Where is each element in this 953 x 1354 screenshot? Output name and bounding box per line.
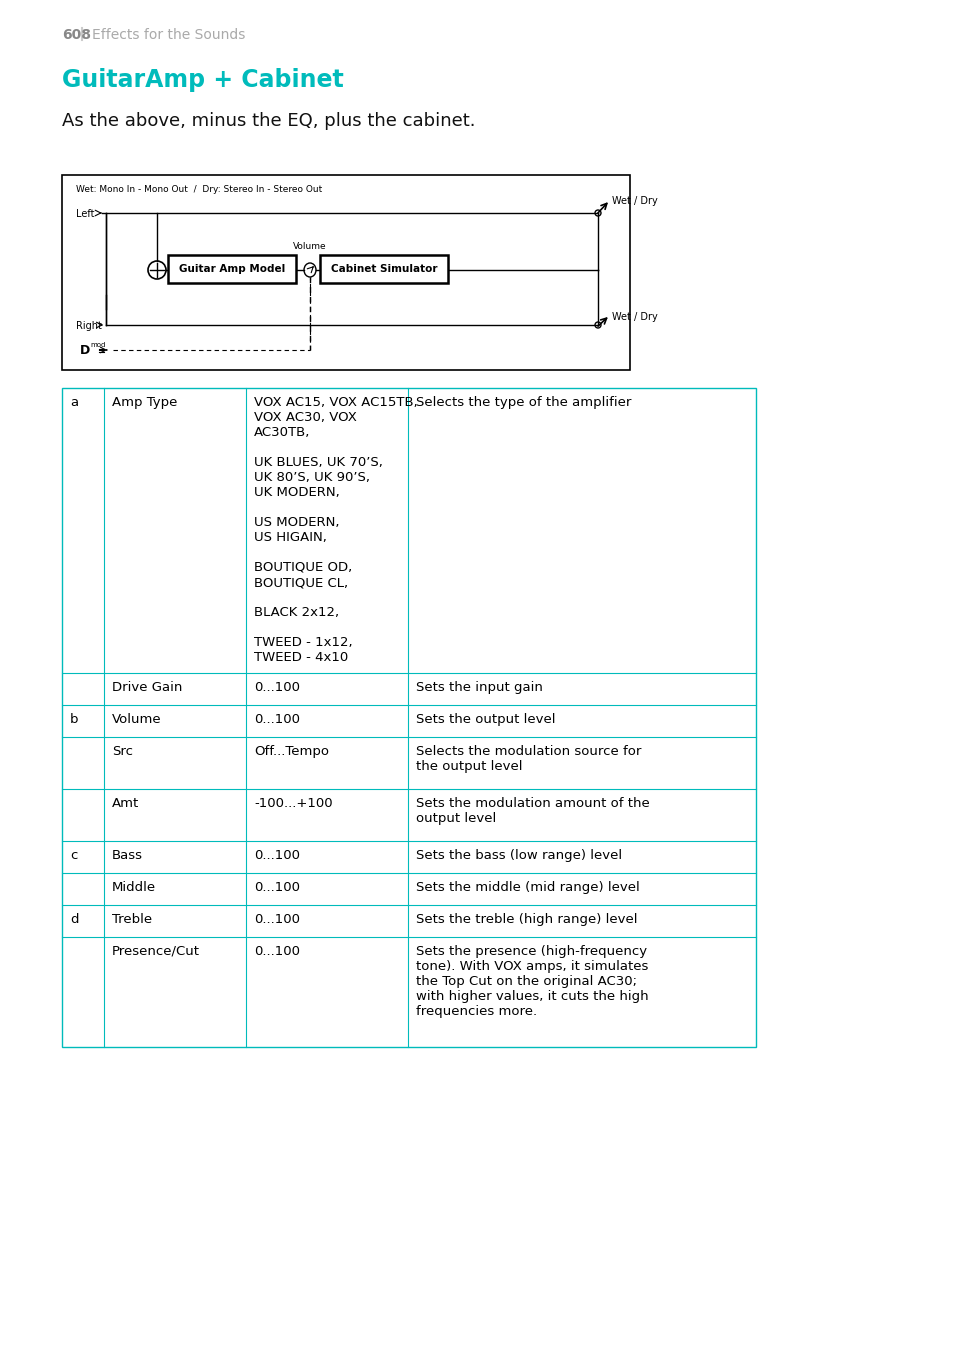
Text: a: a [70, 395, 78, 409]
Text: VOX AC15, VOX AC15TB,
VOX AC30, VOX
AC30TB,

UK BLUES, UK 70’S,
UK 80’S, UK 90’S: VOX AC15, VOX AC15TB, VOX AC30, VOX AC30… [253, 395, 417, 663]
Text: Volume: Volume [112, 714, 161, 726]
Text: GuitarAmp + Cabinet: GuitarAmp + Cabinet [62, 68, 343, 92]
Text: Bass: Bass [112, 849, 143, 862]
Text: Cabinet Simulator: Cabinet Simulator [331, 264, 436, 274]
Bar [62, 175, 629, 370]
Bar [168, 255, 295, 283]
Text: b: b [70, 714, 78, 726]
Text: Treble: Treble [112, 913, 152, 926]
Text: -100...+100: -100...+100 [253, 798, 333, 810]
Text: Amp Type: Amp Type [112, 395, 177, 409]
Text: Left: Left [76, 209, 94, 219]
Text: Drive Gain: Drive Gain [112, 681, 182, 695]
Text: 0...100: 0...100 [253, 913, 299, 926]
Text: Wet / Dry: Wet / Dry [612, 196, 657, 206]
Text: 0...100: 0...100 [253, 881, 299, 894]
Text: Wet: Mono In - Mono Out  /  Dry: Stereo In - Stereo Out: Wet: Mono In - Mono Out / Dry: Stereo In… [76, 185, 322, 194]
Text: Sets the treble (high range) level: Sets the treble (high range) level [416, 913, 637, 926]
Text: Selects the type of the amplifier: Selects the type of the amplifier [416, 395, 631, 409]
Text: Volume: Volume [293, 242, 327, 250]
Text: Off...Tempo: Off...Tempo [253, 745, 329, 758]
Text: Sets the output level: Sets the output level [416, 714, 555, 726]
Text: Amt: Amt [112, 798, 139, 810]
Bar [62, 389, 755, 1047]
Text: Sets the modulation amount of the
output level: Sets the modulation amount of the output… [416, 798, 649, 825]
Text: Sets the input gain: Sets the input gain [416, 681, 542, 695]
Text: Wet / Dry: Wet / Dry [612, 311, 657, 322]
Text: Sets the bass (low range) level: Sets the bass (low range) level [416, 849, 621, 862]
Text: Selects the modulation source for
the output level: Selects the modulation source for the ou… [416, 745, 640, 773]
Text: Presence/Cut: Presence/Cut [112, 945, 200, 959]
Text: Src: Src [112, 745, 132, 758]
Text: Right: Right [76, 321, 102, 330]
Text: 0...100: 0...100 [253, 849, 299, 862]
Text: d: d [70, 913, 78, 926]
Text: 0...100: 0...100 [253, 945, 299, 959]
Text: Guitar Amp Model: Guitar Amp Model [178, 264, 285, 274]
Text: Middle: Middle [112, 881, 156, 894]
Text: Sets the presence (high-frequency
tone). With VOX amps, it simulates
the Top Cut: Sets the presence (high-frequency tone).… [416, 945, 648, 1018]
Text: mod: mod [90, 343, 105, 348]
Text: 608: 608 [62, 28, 91, 42]
Text: c: c [70, 849, 77, 862]
Text: 0...100: 0...100 [253, 714, 299, 726]
Bar [319, 255, 448, 283]
Text: 0...100: 0...100 [253, 681, 299, 695]
Text: Sets the middle (mid range) level: Sets the middle (mid range) level [416, 881, 639, 894]
Text: As the above, minus the EQ, plus the cabinet.: As the above, minus the EQ, plus the cab… [62, 112, 475, 130]
Text: Effects for the Sounds: Effects for the Sounds [91, 28, 245, 42]
Text: D: D [80, 344, 91, 356]
